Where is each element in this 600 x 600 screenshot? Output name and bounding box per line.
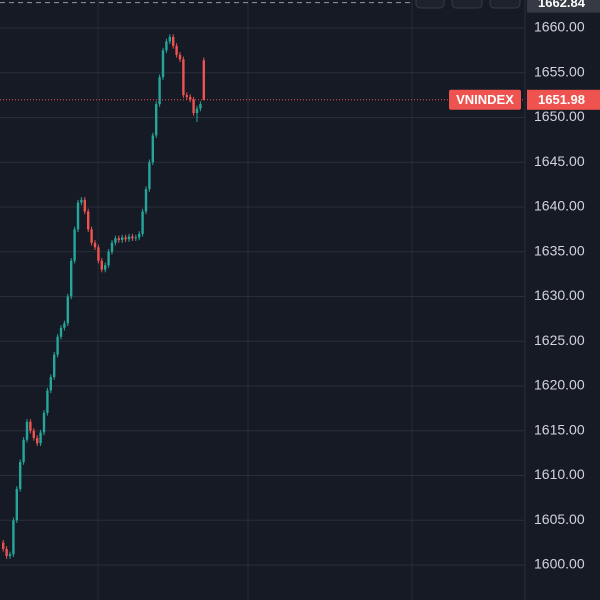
candle-body: [70, 260, 73, 297]
candle-body: [144, 189, 148, 212]
candle-body: [66, 296, 69, 324]
candle-body: [22, 439, 25, 463]
toolbar-button[interactable]: [489, 0, 521, 9]
y-tick-label: 1625.00: [534, 332, 585, 348]
candle-body: [59, 327, 63, 337]
candle-body: [5, 548, 8, 557]
candle-body: [97, 247, 100, 261]
candle-body: [90, 229, 93, 243]
price-label-box: [527, 89, 600, 110]
crosshair-label: 1662.84: [538, 0, 586, 10]
candle-body: [121, 237, 124, 241]
candle-body: [110, 242, 114, 252]
symbol-label-box: [449, 89, 521, 110]
candle-body: [100, 260, 103, 270]
candle-body: [185, 95, 188, 97]
candle-body: [29, 421, 32, 431]
candle-body: [155, 104, 158, 136]
candle-body: [178, 54, 182, 60]
candle-body: [182, 59, 185, 96]
candle-body: [117, 238, 120, 241]
candle-body: [189, 96, 192, 100]
candle-body: [42, 412, 46, 433]
y-tick-label: 1660.00: [534, 19, 585, 35]
candle-body: [25, 421, 29, 440]
candle-body: [2, 542, 5, 549]
candle-body: [161, 50, 165, 78]
candle-body: [168, 36, 171, 42]
y-tick-label: 1630.00: [534, 287, 585, 303]
candle-body: [87, 211, 90, 230]
toolbar-button[interactable]: [415, 0, 445, 9]
candle-body: [63, 323, 66, 328]
candle-body: [138, 233, 141, 238]
price-label: 1651.98: [538, 92, 585, 107]
candle-body: [19, 462, 22, 489]
candle-body: [124, 237, 127, 240]
y-tick-label: 1655.00: [534, 63, 585, 79]
candle-body: [195, 108, 199, 114]
y-tick-label: 1645.00: [534, 153, 585, 169]
candle-body: [36, 437, 39, 444]
candle-body: [12, 520, 15, 555]
candle-body: [73, 229, 76, 261]
candle-body: [175, 45, 178, 55]
candle-body: [76, 202, 80, 230]
candle-body: [46, 390, 49, 413]
candle-body: [15, 488, 18, 521]
candle-body: [148, 162, 151, 190]
candle-body: [165, 41, 168, 51]
y-tick-label: 1600.00: [534, 556, 585, 572]
y-tick-label: 1605.00: [534, 511, 585, 527]
candle-body: [8, 554, 12, 557]
candle-body: [107, 251, 110, 266]
candle-body: [114, 238, 117, 243]
candle-body: [134, 237, 137, 239]
candle-body: [39, 432, 42, 444]
candle-body: [172, 36, 175, 46]
candle-body: [192, 99, 195, 114]
y-tick-label: 1640.00: [534, 198, 585, 214]
y-tick-label: 1615.00: [534, 421, 585, 437]
candle-body: [151, 135, 154, 163]
candle-body: [158, 77, 161, 105]
y-tick-label: 1620.00: [534, 377, 585, 393]
y-tick-label: 1610.00: [534, 466, 585, 482]
candle-body: [104, 265, 107, 270]
symbol-label: VNINDEX: [456, 92, 514, 107]
candle-body: [83, 199, 86, 212]
candle-body: [199, 104, 202, 109]
candle-body: [202, 60, 205, 100]
candle-body: [56, 336, 59, 355]
candle-body: [127, 236, 131, 240]
y-tick-label: 1650.00: [534, 108, 585, 124]
candle-body: [49, 377, 52, 391]
y-tick-label: 1635.00: [534, 242, 585, 258]
candle-body: [80, 199, 83, 203]
toolbar-button[interactable]: [451, 0, 483, 9]
candle-body: [53, 354, 56, 378]
candle-body: [93, 242, 97, 248]
candle-body: [131, 236, 134, 239]
crosshair-label-box: [527, 0, 600, 13]
candle-body: [32, 430, 35, 438]
candle-body: [141, 211, 144, 234]
